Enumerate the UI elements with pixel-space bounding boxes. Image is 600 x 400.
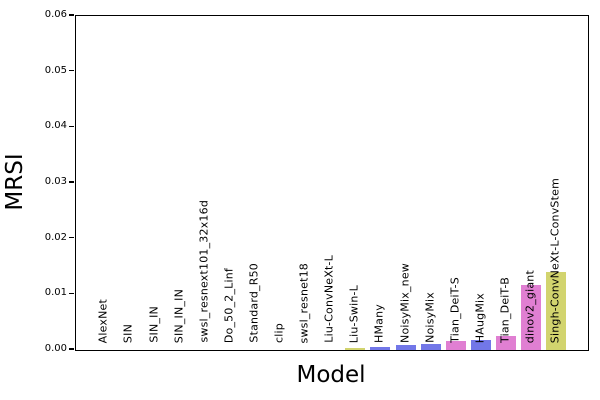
- bar-HMany: [370, 346, 391, 350]
- category-label: Tian_DeiT-B: [498, 277, 512, 343]
- category-label: NoisyMix: [423, 292, 437, 343]
- y-tick-mark: [69, 292, 74, 295]
- bar-Tian_DeiT-S: [445, 341, 466, 350]
- category-label: swsl_resnext101_32x16d: [197, 200, 211, 343]
- bar-Liu-Swin-L: [345, 348, 366, 350]
- category-label: Liu-Swin-L: [347, 284, 361, 343]
- category-label: Liu-ConvNeXt-L: [322, 255, 336, 343]
- category-label: swsl_resnet18: [297, 262, 311, 343]
- y-tick-label: 0.05: [44, 64, 67, 76]
- y-tick-label: 0.03: [44, 176, 67, 187]
- category-label: HMany: [372, 304, 386, 343]
- bar-Tian_DeiT-B: [495, 336, 516, 350]
- y-tick-mark: [69, 181, 74, 183]
- y-tick-label: 0.01: [44, 287, 67, 299]
- y-tick-mark: [69, 236, 74, 239]
- category-label: Do_50_2_Linf: [222, 267, 236, 343]
- y-tick-mark: [69, 348, 74, 350]
- bar-NoisyMix_new: [395, 345, 416, 350]
- y-axis-label: MRSI: [2, 153, 28, 211]
- category-label: clip: [272, 323, 286, 343]
- category-label: SIN: [121, 323, 135, 343]
- x-axis-label: Model: [296, 362, 366, 388]
- y-tick-label: 0.02: [44, 231, 67, 243]
- category-label: dinov2_giant: [523, 269, 537, 343]
- category-label: AlexNet: [96, 298, 110, 343]
- bar-dinov2_giant: [521, 284, 541, 350]
- plot-area: [75, 15, 589, 351]
- bar-NoisyMix: [420, 344, 441, 350]
- category-label: NoisyMix_new: [398, 263, 411, 343]
- y-tick-mark: [69, 14, 74, 16]
- bar-HAugMix: [470, 339, 491, 350]
- y-tick-mark: [69, 125, 74, 128]
- bar-Singh-ConvNeXt-L-ConvStem: [546, 272, 567, 350]
- category-label: Tian_DeiT-S: [448, 277, 462, 343]
- category-label: Standard_R50: [247, 263, 261, 343]
- y-tick-label: 0.06: [44, 9, 67, 20]
- category-label: SIN_IN: [147, 306, 160, 343]
- y-tick-label: 0.04: [44, 120, 67, 132]
- category-label: Singh-ConvNeXt-L-ConvStem: [548, 177, 562, 343]
- category-label: SIN_IN_IN: [172, 288, 186, 343]
- y-tick-label: 0.00: [44, 343, 67, 354]
- category-label: HAugMix: [473, 292, 487, 343]
- y-tick-mark: [69, 69, 74, 72]
